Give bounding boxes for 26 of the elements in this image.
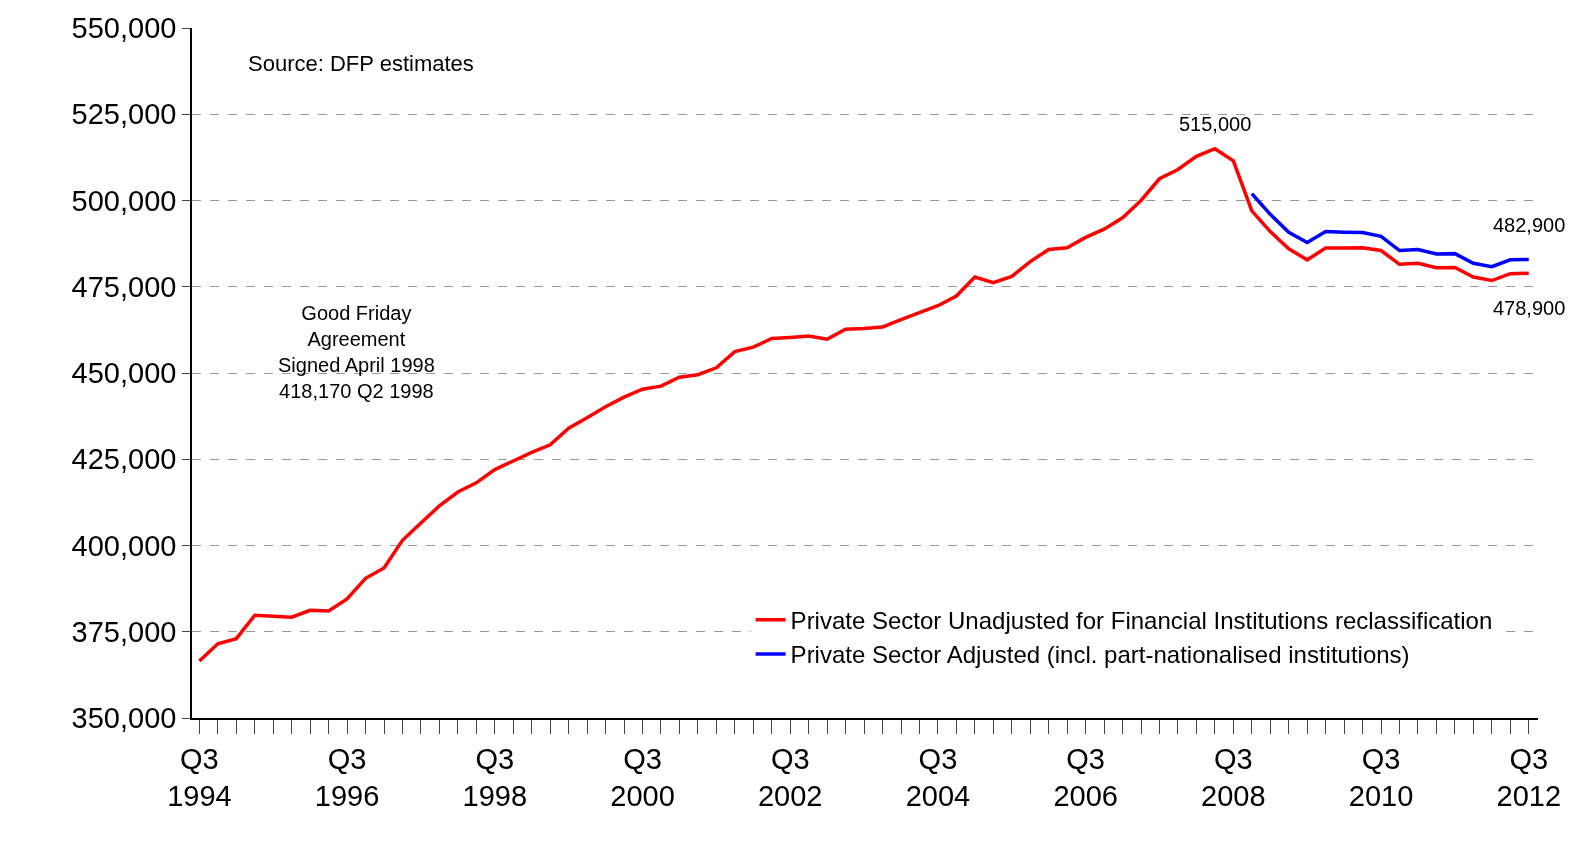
y-tick-label: 400,000 [71, 529, 177, 562]
annotation: Good Friday Agreement Signed April 1998 418,170 Q2 1998 [278, 302, 435, 402]
x-tick-label: Q3 2004 [905, 742, 971, 813]
annotation: 478,900 [1493, 297, 1566, 319]
y-tick-label: 475,000 [71, 270, 177, 303]
y-tick-label: 375,000 [71, 615, 177, 648]
x-tick-label: Q3 2010 [1348, 742, 1414, 813]
x-tick-label: Q3 2012 [1496, 742, 1562, 813]
x-tick-label: Q3 2000 [610, 742, 675, 813]
y-tick-label: 350,000 [71, 702, 177, 735]
x-tick-label: Q3 1996 [314, 742, 380, 813]
y-tick-label: 425,000 [71, 443, 177, 476]
x-tick-label: Q3 1998 [462, 742, 528, 813]
legend-label: Private Sector Adjusted (incl. part-nationalised institutions) [790, 641, 1410, 669]
x-tick-label: Q3 2008 [1201, 742, 1266, 813]
x-tick-label: Q3 2002 [757, 742, 823, 813]
annotation: 482,900 [1493, 214, 1566, 236]
annotation: 515,000 [1179, 113, 1252, 135]
x-tick-label: Q3 2006 [1053, 742, 1118, 813]
annotation: Source: DFP estimates [248, 51, 474, 76]
x-tick-label: Q3 1994 [167, 742, 232, 813]
y-tick-label: 550,000 [71, 12, 177, 45]
y-tick-label: 450,000 [71, 357, 177, 390]
y-tick-label: 500,000 [71, 184, 177, 217]
legend-label: Private Sector Unadjusted for Financial Institutions reclassification [790, 607, 1493, 635]
y-tick-label: 525,000 [71, 98, 177, 131]
